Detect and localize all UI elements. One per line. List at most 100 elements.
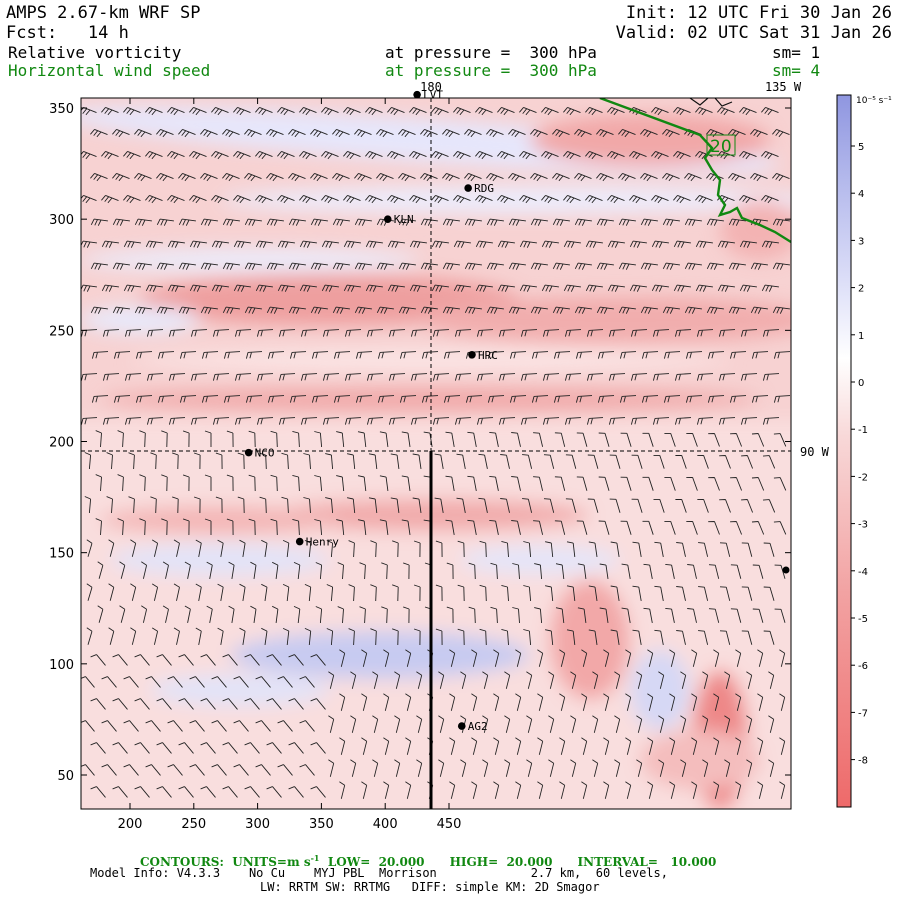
wind-barb xyxy=(322,329,340,337)
wind-barb xyxy=(772,306,790,314)
wind-barb xyxy=(486,128,504,138)
wind-barb xyxy=(541,106,559,116)
wind-barb xyxy=(398,306,416,314)
wind-barb xyxy=(750,262,768,270)
wind-barb xyxy=(256,373,274,381)
wind-barb xyxy=(640,262,658,270)
wind-barb xyxy=(141,605,148,623)
wind-barb xyxy=(773,521,787,535)
wind-barb xyxy=(475,150,493,160)
wind-barb xyxy=(553,395,571,403)
wind-barb xyxy=(303,453,311,470)
wind-barb xyxy=(401,475,411,491)
wind-barb xyxy=(151,583,159,601)
wind-barb xyxy=(332,262,350,270)
wind-barb xyxy=(108,627,115,645)
wind-barb xyxy=(357,475,367,492)
wind-barb xyxy=(576,432,588,447)
wind-barb xyxy=(456,497,466,513)
wind-barb xyxy=(669,649,676,667)
wind-barb xyxy=(255,240,273,248)
wind-barb xyxy=(293,605,301,624)
wind-barb xyxy=(680,671,687,689)
wind-barb xyxy=(545,585,554,602)
colorbar-labels: 5 4 3 2 1 0 -1 -2 -3 -4 -5 -6 -7 -8 xyxy=(851,142,868,767)
wind-barb xyxy=(599,563,609,579)
wind-barb xyxy=(101,764,117,776)
wind-barb xyxy=(222,742,238,754)
forecast-hour: Fcst: 14 h xyxy=(6,23,129,43)
wind-barb xyxy=(233,150,251,160)
meridian-135w-label: 135 W xyxy=(765,80,802,94)
wind-barb xyxy=(449,693,456,711)
wind-barb xyxy=(226,430,234,448)
wind-barb xyxy=(548,715,555,733)
wind-barb xyxy=(665,607,675,623)
axis-ticks xyxy=(81,98,791,809)
wind-barb xyxy=(387,106,405,116)
wind-barb xyxy=(244,172,262,182)
wind-barb xyxy=(222,262,240,270)
wind-barb xyxy=(489,431,499,447)
wind-barb xyxy=(135,395,153,403)
wind-barb xyxy=(156,698,172,710)
wind-barb xyxy=(735,737,742,755)
wind-barb xyxy=(134,262,152,270)
wind-barb xyxy=(173,627,180,645)
wind-barb xyxy=(630,329,648,337)
wind-barb xyxy=(533,520,544,535)
wind-barb xyxy=(266,786,282,798)
wind-barb xyxy=(200,742,216,754)
wind-barb xyxy=(625,781,632,799)
wind-barb xyxy=(239,627,246,645)
wind-barb xyxy=(708,477,720,491)
x-tick-label: 350 xyxy=(309,817,334,832)
wind-barb xyxy=(200,172,218,182)
wind-barb xyxy=(674,373,692,381)
wind-barb xyxy=(717,150,735,160)
wind-barb xyxy=(173,583,180,601)
wind-barb xyxy=(581,693,588,711)
wind-barb xyxy=(552,218,570,226)
wind-barb xyxy=(245,395,263,403)
wind-barb xyxy=(86,539,93,557)
wind-barb xyxy=(432,329,450,337)
wind-barb xyxy=(336,519,345,536)
wind-barb xyxy=(354,172,372,182)
wind-barb xyxy=(468,562,476,580)
wind-barb xyxy=(585,150,603,160)
wind-barb xyxy=(504,759,511,777)
wind-barb xyxy=(413,540,421,558)
wind-barb xyxy=(662,218,680,226)
wind-barb xyxy=(343,106,361,116)
wind-barb xyxy=(387,240,405,248)
wind-barb xyxy=(304,583,312,602)
wind-barb xyxy=(497,240,515,248)
wind-barb xyxy=(640,172,658,182)
wind-barb xyxy=(751,477,765,491)
wind-barb xyxy=(167,150,185,160)
wind-barb xyxy=(233,764,249,776)
wind-barb xyxy=(387,150,405,160)
station-dot xyxy=(383,215,392,223)
wind-barb xyxy=(328,715,335,733)
wind-barb xyxy=(195,539,202,557)
wind-barb xyxy=(708,433,720,447)
wind-barb xyxy=(326,584,334,602)
wind-barb xyxy=(90,218,108,226)
wind-barb xyxy=(124,417,142,425)
wind-barb xyxy=(687,564,697,579)
wind-barb xyxy=(501,628,509,646)
wind-barb xyxy=(763,630,775,645)
wind-barb xyxy=(90,262,108,270)
wind-barb xyxy=(217,539,224,557)
wind-barb xyxy=(530,172,548,182)
wind-barb xyxy=(654,541,664,557)
wind-barb xyxy=(146,329,164,337)
wind-barb xyxy=(530,306,548,314)
wind-barb xyxy=(537,649,544,667)
wind-barb xyxy=(234,417,252,425)
wind-barb xyxy=(673,284,691,292)
wind-barb xyxy=(409,284,427,292)
wind-barb xyxy=(453,150,471,160)
